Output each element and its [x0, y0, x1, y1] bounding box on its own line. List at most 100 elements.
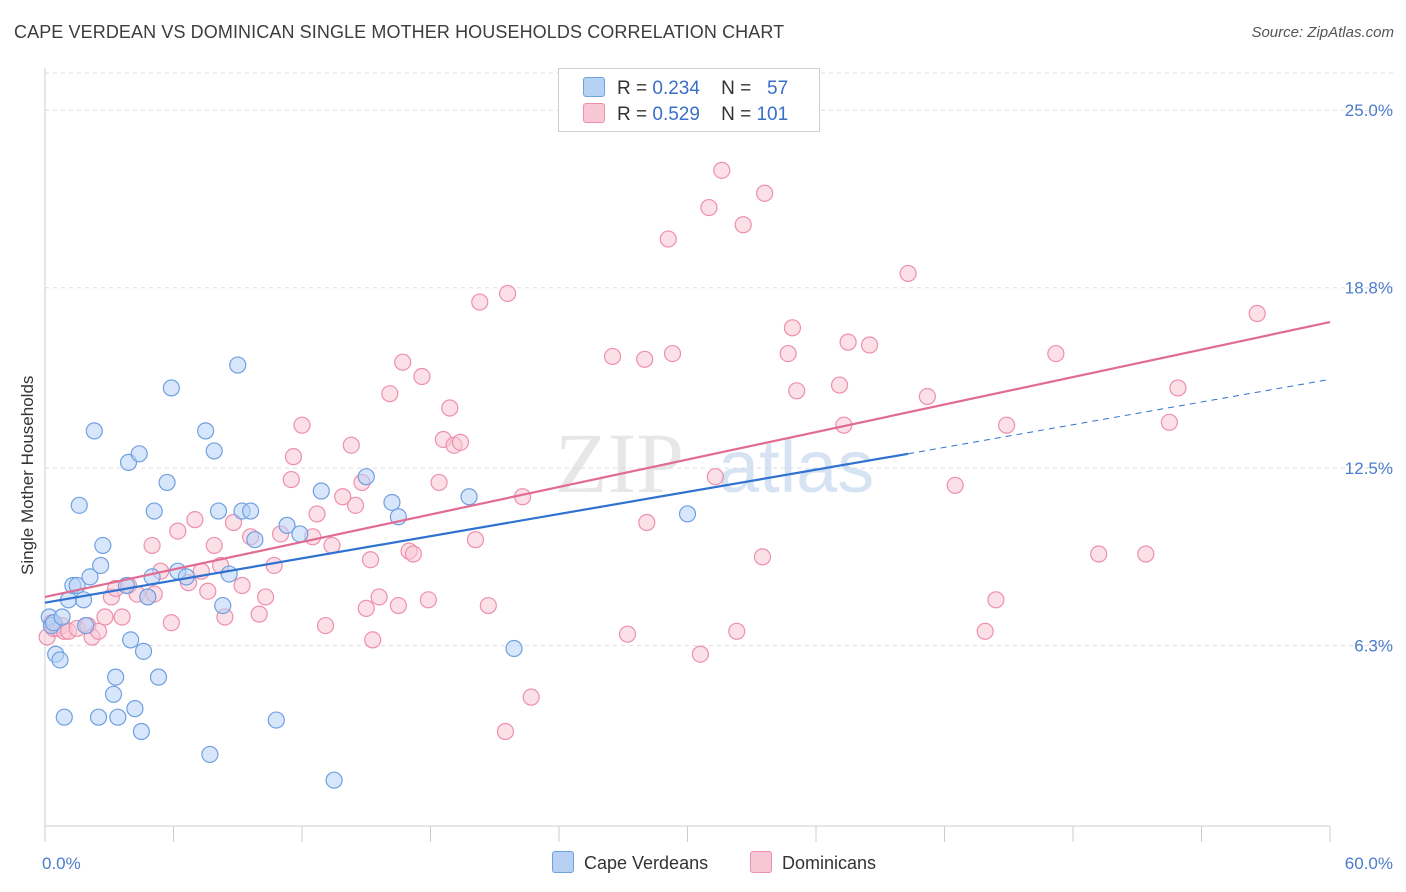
cape-verdean-point — [197, 422, 215, 440]
cape-verdean-point — [505, 639, 523, 658]
dominican-point — [1248, 304, 1266, 323]
y-tick-label: 18.8% — [1345, 279, 1393, 298]
cape-verdean-point — [70, 496, 88, 514]
cape-verdean-trend-extension — [908, 378, 1331, 455]
dominican-point — [734, 216, 752, 234]
y-tick-label: 25.0% — [1345, 101, 1393, 120]
dominican-point — [250, 605, 268, 623]
cape-verdean-point — [149, 668, 168, 686]
dominican-point — [96, 608, 114, 626]
cape-verdean-point — [214, 596, 232, 615]
dominican-point — [451, 433, 470, 451]
dominican-point — [918, 387, 936, 406]
dominican-point — [1090, 545, 1108, 563]
dominican-point — [316, 616, 335, 635]
cape-verdean-point — [278, 516, 296, 534]
x-tick-label: 0.0% — [42, 854, 81, 873]
dominican-point — [334, 488, 352, 506]
cape-verdean-point — [312, 482, 330, 500]
cape-verdean-point — [220, 565, 238, 583]
bottom-legend-label: Dominicans — [782, 853, 877, 873]
cape-verdean-point — [130, 445, 148, 463]
dominican-point — [357, 599, 375, 618]
cape-verdean-point — [51, 651, 69, 669]
dominican-point — [224, 513, 243, 532]
dominican-point — [466, 531, 485, 549]
cape-verdean-point — [383, 493, 401, 512]
dominican-point — [691, 645, 709, 663]
cape-verdean-point — [55, 708, 73, 726]
dominican-point — [860, 336, 879, 354]
dominican-point — [370, 588, 388, 606]
dominican-point — [713, 161, 731, 179]
cape-verdean-point — [267, 711, 285, 729]
cape-verdean-point — [81, 568, 99, 586]
dominican-point — [839, 333, 857, 351]
dominican-point — [1160, 413, 1178, 431]
dominican-point — [256, 588, 275, 606]
dominican-point — [389, 596, 407, 615]
legend-n-label: N = — [721, 78, 752, 99]
dominican-point — [282, 470, 300, 489]
legend-n-value: 57 — [767, 78, 789, 99]
dominican-point — [394, 353, 412, 371]
dominican-point — [998, 416, 1016, 434]
bottom-legend-dominicans: Dominicans — [750, 851, 876, 874]
dominican-point — [471, 293, 489, 311]
legend-r-value: 0.234 — [652, 78, 700, 99]
stats-legend: R = 0.234 N = 57 R = 0.529 N = 101 — [558, 68, 820, 132]
cape-verdean-point — [145, 502, 163, 520]
dominican-point — [143, 536, 161, 555]
cape-verdean-point — [134, 642, 153, 660]
dominican-point — [404, 545, 422, 563]
legend-row-cape-verdeans: R = 0.234 N = 57 — [583, 77, 788, 101]
dominican-point — [946, 476, 964, 494]
dominican-point — [419, 591, 437, 609]
dominican-point — [233, 576, 251, 595]
dominican-point — [728, 622, 746, 640]
y-axis-label: Single Mother Households — [18, 375, 37, 575]
legend-swatch-pink — [583, 103, 605, 123]
dominican-point — [1137, 545, 1155, 563]
dominican-point — [1169, 379, 1187, 397]
dominican-point — [755, 184, 774, 202]
dominican-point — [496, 722, 515, 741]
watermark-atlas: atlas — [718, 425, 874, 508]
cape-verdean-point — [209, 502, 228, 520]
source-label: Source: ZipAtlas.com — [1251, 24, 1394, 41]
cape-verdean-point — [89, 708, 108, 726]
grid-lines — [45, 72, 1395, 647]
dominican-point — [293, 416, 311, 434]
bottom-legend-cape-verdeans: Cape Verdeans — [552, 851, 708, 874]
y-tick-label: 6.3% — [1354, 637, 1393, 656]
cape-verdean-point — [242, 502, 260, 520]
dominican-point — [700, 198, 718, 217]
bottom-legend-swatch-pink — [750, 851, 772, 873]
dominican-point — [499, 284, 517, 303]
legend-n-label: N = — [721, 104, 752, 125]
dominican-point — [603, 347, 622, 366]
dominican-point — [636, 350, 654, 368]
dominican-point — [522, 688, 540, 706]
cape-verdean-point — [94, 536, 112, 555]
dominican-point — [308, 505, 326, 523]
dominican-point — [638, 513, 656, 532]
legend-row-dominicans: R = 0.529 N = 101 — [583, 103, 788, 127]
dominican-point — [659, 230, 677, 248]
dominican-point — [162, 614, 180, 632]
dominican-point — [788, 382, 806, 400]
trend-lines — [44, 321, 1331, 604]
dominican-point — [199, 582, 217, 600]
cape-verdean-point — [678, 505, 697, 523]
cape-verdean-point — [53, 608, 71, 626]
dominican-point — [779, 344, 797, 363]
dominican-point — [430, 473, 448, 492]
dominican-point — [342, 436, 360, 454]
cape-verdean-point — [460, 488, 478, 506]
cape-verdean-point — [357, 468, 375, 486]
dominican-point — [783, 319, 802, 337]
dominican-point — [899, 264, 917, 283]
dominican-point — [323, 536, 341, 555]
cape-verdean-point — [246, 531, 264, 549]
